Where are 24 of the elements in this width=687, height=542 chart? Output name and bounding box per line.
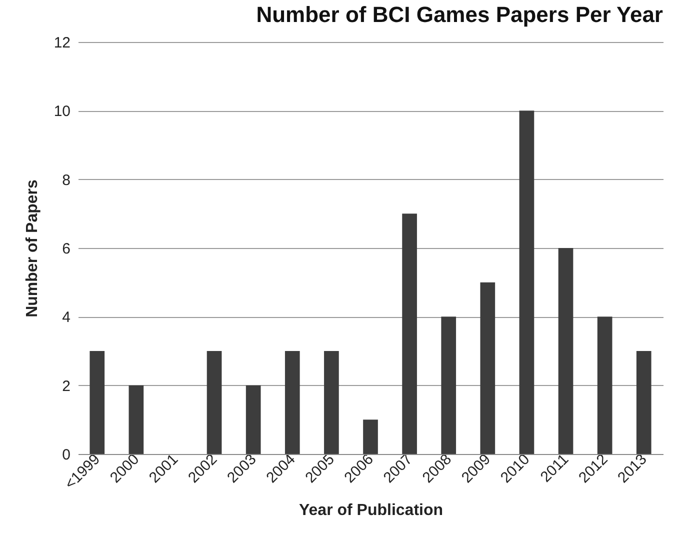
chart-title: Number of BCI Games Papers Per Year: [256, 2, 664, 27]
bar: [363, 420, 378, 454]
bar: [90, 351, 105, 454]
bar: [246, 385, 261, 454]
bar: [480, 282, 496, 454]
bar: [206, 351, 222, 454]
y-tick-label: 2: [62, 378, 70, 395]
bar: [284, 351, 300, 454]
bar: [441, 316, 456, 454]
bar: [402, 214, 417, 454]
y-axis-title: Number of Papers: [24, 179, 41, 318]
bar: [519, 110, 534, 454]
y-tick-label: 6: [62, 240, 70, 258]
y-tick-label: 12: [54, 34, 70, 52]
y-tick-label: 4: [62, 309, 70, 326]
y-tick-label: 0: [62, 446, 70, 464]
bar: [324, 351, 339, 454]
y-tick-label: 10: [54, 103, 70, 120]
y-tick-label: 8: [62, 172, 70, 189]
x-axis-title: Year of Publication: [298, 502, 444, 519]
bar: [558, 248, 574, 454]
bar: [597, 316, 612, 454]
bar: [636, 351, 652, 454]
bar: [128, 385, 144, 454]
